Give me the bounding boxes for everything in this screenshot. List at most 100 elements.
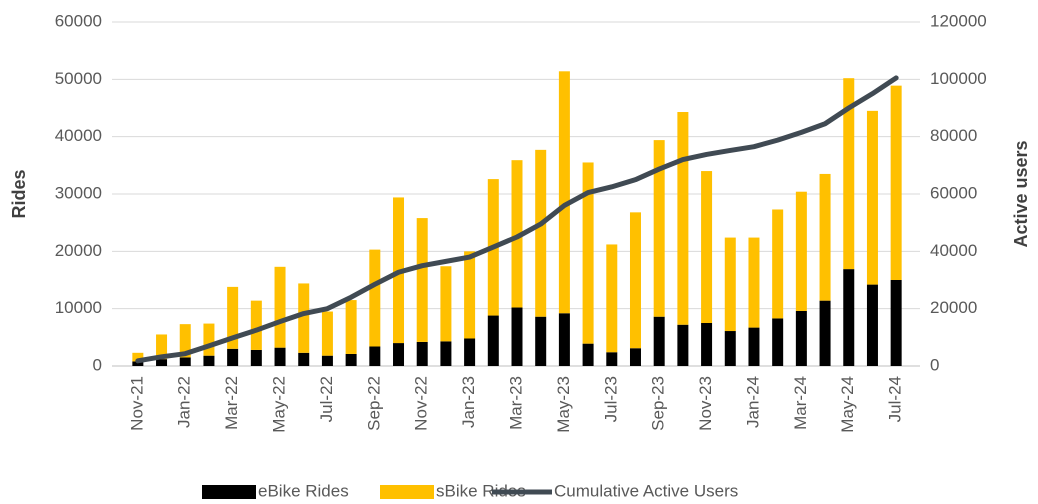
bar bbox=[274, 347, 286, 366]
x-tick-label: Mar-22 bbox=[222, 376, 241, 430]
legend-swatch bbox=[380, 485, 434, 499]
bar bbox=[227, 286, 239, 349]
x-tick-label: Mar-24 bbox=[791, 376, 810, 430]
bar bbox=[629, 212, 641, 349]
bar bbox=[535, 149, 547, 317]
bar bbox=[558, 71, 570, 314]
bar bbox=[203, 355, 215, 366]
legend-label: Cumulative Active Users bbox=[554, 481, 738, 500]
x-tick-label: May-24 bbox=[838, 376, 857, 433]
y2-tick-label: 100000 bbox=[930, 69, 987, 88]
x-tick-label: Jul-22 bbox=[317, 376, 336, 422]
bar bbox=[724, 331, 736, 366]
bar bbox=[677, 112, 689, 325]
bar bbox=[606, 244, 618, 353]
bar bbox=[179, 357, 191, 366]
bar bbox=[369, 249, 381, 347]
x-tick-label: Jul-23 bbox=[601, 376, 620, 422]
x-tick-label: May-22 bbox=[270, 376, 289, 433]
y-axis-title: Rides bbox=[9, 169, 29, 218]
bar bbox=[487, 315, 499, 366]
bar bbox=[440, 266, 452, 342]
bar bbox=[582, 162, 594, 344]
legend-swatch bbox=[202, 485, 256, 499]
bar bbox=[558, 313, 570, 366]
bar bbox=[653, 140, 665, 317]
x-tick-label: Nov-22 bbox=[412, 376, 431, 431]
x-tick-label: Sep-22 bbox=[364, 376, 383, 431]
bar bbox=[369, 346, 381, 366]
bar bbox=[345, 353, 357, 366]
bar bbox=[724, 237, 736, 332]
x-tick-label: Jan-24 bbox=[743, 376, 762, 428]
bar bbox=[511, 160, 523, 308]
bar bbox=[416, 218, 428, 342]
bar bbox=[132, 352, 144, 362]
bar bbox=[250, 349, 262, 366]
bar bbox=[701, 171, 713, 323]
x-tick-label: Jul-24 bbox=[886, 376, 905, 422]
x-tick-label: Jan-22 bbox=[175, 376, 194, 428]
bar bbox=[890, 85, 902, 280]
bar bbox=[321, 355, 333, 366]
bar bbox=[464, 338, 476, 366]
bar bbox=[274, 266, 286, 348]
bar bbox=[393, 343, 405, 366]
bar bbox=[535, 316, 547, 366]
y2-tick-label: 120000 bbox=[930, 11, 987, 30]
y2-tick-label: 40000 bbox=[930, 241, 977, 260]
bar bbox=[298, 283, 310, 353]
bar bbox=[795, 191, 807, 311]
y2-tick-label: 20000 bbox=[930, 298, 977, 317]
x-tick-label: Mar-23 bbox=[506, 376, 525, 430]
x-tick-label: Sep-23 bbox=[649, 376, 668, 431]
bar bbox=[227, 348, 239, 366]
bar bbox=[203, 323, 215, 356]
bar bbox=[464, 251, 476, 339]
x-tick-label: Nov-21 bbox=[127, 376, 146, 431]
bar bbox=[677, 324, 689, 366]
legend-label: eBike Rides bbox=[258, 481, 349, 500]
bar bbox=[582, 343, 594, 366]
bar bbox=[772, 209, 784, 319]
bar bbox=[156, 334, 168, 360]
bar bbox=[843, 78, 855, 270]
bar bbox=[866, 284, 878, 366]
y-tick-label: 10000 bbox=[55, 298, 102, 317]
bar bbox=[345, 300, 357, 354]
bar bbox=[819, 173, 831, 301]
y2-axis-title: Active users bbox=[1011, 140, 1031, 247]
bar bbox=[132, 361, 144, 366]
bar bbox=[440, 341, 452, 366]
bar bbox=[795, 310, 807, 366]
bar bbox=[629, 348, 641, 366]
y2-tick-label: 80000 bbox=[930, 126, 977, 145]
bar bbox=[819, 300, 831, 366]
bar bbox=[321, 311, 333, 356]
y-tick-label: 40000 bbox=[55, 126, 102, 145]
legend-label: sBike Rides bbox=[436, 481, 526, 500]
bar bbox=[298, 352, 310, 366]
bar bbox=[250, 300, 262, 350]
bar bbox=[156, 359, 168, 366]
bar bbox=[866, 110, 878, 285]
bar bbox=[653, 316, 665, 366]
y-tick-label: 20000 bbox=[55, 241, 102, 260]
bar bbox=[416, 341, 428, 366]
y2-tick-label: 0 bbox=[930, 355, 939, 374]
y-tick-label: 60000 bbox=[55, 11, 102, 30]
x-tick-label: Nov-23 bbox=[696, 376, 715, 431]
bar bbox=[772, 318, 784, 366]
x-tick-label: Jan-23 bbox=[459, 376, 478, 428]
y-tick-label: 50000 bbox=[55, 69, 102, 88]
line bbox=[135, 75, 899, 364]
x-tick-label: May-23 bbox=[554, 376, 573, 433]
bar bbox=[606, 352, 618, 366]
y-tick-label: 30000 bbox=[55, 183, 102, 202]
bar bbox=[179, 324, 191, 358]
bar bbox=[890, 280, 902, 366]
bar bbox=[701, 323, 713, 366]
bar bbox=[843, 269, 855, 366]
bar bbox=[511, 307, 523, 366]
